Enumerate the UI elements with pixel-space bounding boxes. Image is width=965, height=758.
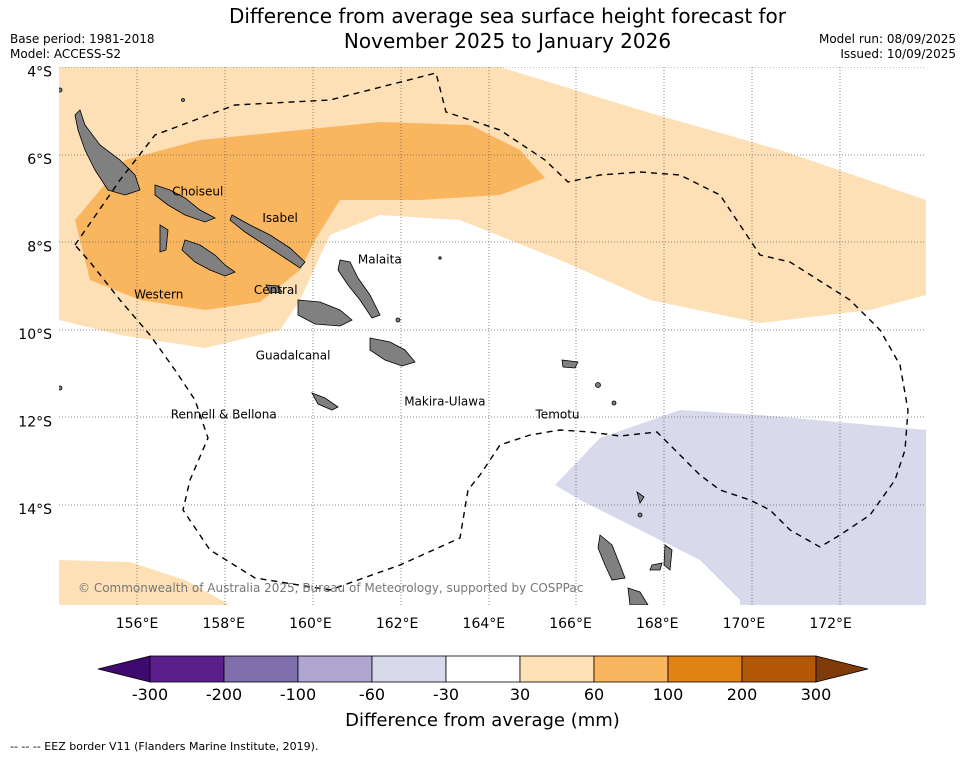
lon-tick-label: 162°E [376, 616, 419, 632]
province-label: Temotu [535, 408, 580, 422]
eez-border [74, 72, 909, 591]
colorbar-extend-high [815, 655, 869, 683]
map-body: Choiseul Isabel Malaita Western Central Guada… [59, 67, 926, 605]
province-label: Rennell & Bellona [171, 408, 277, 422]
lat-tick-label: 14°S [18, 502, 52, 518]
islet-2 [438, 256, 442, 260]
island-makira [369, 337, 416, 367]
colorbar-segment [223, 655, 299, 683]
colorbar-segment [593, 655, 669, 683]
lat-tick-label: 10°S [18, 327, 52, 343]
island-rennell [311, 392, 339, 411]
island-vanuatu-central [627, 587, 649, 605]
base-period: Base period: 1981-2018 [10, 32, 155, 46]
island-vanuatu-north [597, 534, 626, 581]
islet-3 [395, 317, 401, 323]
map-title: Difference from average sea surface heig… [150, 4, 865, 54]
colorbar-segment [297, 655, 373, 683]
anomaly-area-sw [59, 560, 230, 605]
grid [59, 67, 926, 605]
copyright-text: © Commonwealth of Australia 2025, Bureau… [78, 581, 583, 595]
anomaly-area-60-to-100 [75, 122, 545, 310]
island-florida [265, 284, 283, 294]
lon-tick-label: 170°E [723, 616, 766, 632]
base-info: Base period: 1981-2018 Model: ACCESS-S2 [10, 32, 155, 62]
island-guadalcanal [297, 299, 353, 327]
run-info: Model run: 08/09/2025 Issued: 10/09/2025 [819, 32, 956, 62]
colorbar-body: -300 -200 -100 -60 -30 30 60 100 200 300 [97, 655, 869, 704]
lon-tick-label: 172°E [809, 616, 852, 632]
colorbar-tick-label: 200 [727, 685, 758, 704]
lon-tick-label: 160°E [289, 616, 332, 632]
lon-tick-label: 156°E [116, 616, 159, 632]
lon-tick-label: 166°E [549, 616, 592, 632]
province-label: Guadalcanal [256, 349, 331, 363]
colorbar-label: Difference from average (mm) [345, 710, 620, 731]
province-label: Western [134, 287, 183, 301]
land [59, 87, 673, 605]
islet-1 [181, 98, 185, 102]
lat-tick-label: 12°S [18, 414, 52, 430]
anomaly-area-minus-30-to-minus-60 [555, 410, 926, 605]
province-label: Choiseul [172, 185, 223, 199]
province-label: Malaita [358, 252, 402, 266]
colorbar-tick-label: 100 [653, 685, 684, 704]
island-utupua [611, 400, 617, 406]
colorbar-segment [371, 655, 447, 683]
colorbar-tick-label: -300 [132, 685, 168, 704]
islet-5 [59, 385, 63, 391]
island-choiseul [74, 109, 141, 196]
colorbar-tick-label: 60 [584, 685, 604, 704]
colorbar-segment [445, 655, 521, 683]
colorbar-tick-label: -200 [206, 685, 242, 704]
island-torres [636, 491, 645, 504]
islet-4 [59, 87, 63, 93]
island-new-georgia [154, 184, 216, 223]
model-run: Model run: 08/09/2025 [818, 32, 956, 46]
lat-tick-label: 8°S [27, 239, 52, 255]
eez-note: -- -- -- EEZ border V11 (Flanders Marine… [10, 740, 319, 753]
province-label: Central [254, 283, 298, 297]
colorbar-segment [741, 655, 817, 683]
island-malaita [337, 259, 381, 319]
issued-date: Issued: 10/09/2025 [840, 47, 956, 61]
colorbar-tick-label: -100 [280, 685, 316, 704]
province-label: Isabel [262, 211, 297, 225]
island-santa-cruz [561, 359, 579, 369]
island-espiritu-santo-east [663, 544, 673, 571]
model-name: Model: ACCESS-S2 [10, 47, 122, 61]
colorbar-tick-label: -60 [359, 685, 385, 704]
lon-tick-label: 164°E [463, 616, 506, 632]
colorbar-tick-label: -30 [433, 685, 459, 704]
title-line-1: Difference from average sea surface heig… [228, 4, 787, 28]
island-western-group [181, 239, 236, 277]
map: Choiseul Isabel Malaita Western Central Guada… [18, 64, 926, 632]
islet-6 [637, 512, 643, 518]
island-duff [595, 382, 601, 388]
lon-tick-label: 168°E [636, 616, 679, 632]
province-label: Makira-Ulawa [404, 395, 485, 409]
island-vella [159, 224, 169, 253]
colorbar-segment [149, 655, 225, 683]
colorbar-segment [667, 655, 743, 683]
lat-tick-label: 4°S [27, 64, 52, 80]
colorbar-tick-label: 300 [801, 685, 832, 704]
lat-tick-label: 6°S [27, 152, 52, 168]
colorbar-extend-low [97, 655, 151, 683]
lon-tick-label: 158°E [202, 616, 245, 632]
island-isabel [229, 214, 306, 269]
colorbar-segment [519, 655, 595, 683]
title-line-2: November 2025 to January 2026 [343, 29, 672, 53]
axis-labels: 4°S 6°S 8°S 10°S 12°S 14°S 156°E 158°E 160°E 162°… [18, 64, 852, 632]
province-labels: Choiseul Isabel Malaita Western Central Guada… [134, 185, 579, 422]
colorbar-tick-label: 30 [510, 685, 530, 704]
island-malo [649, 562, 663, 571]
